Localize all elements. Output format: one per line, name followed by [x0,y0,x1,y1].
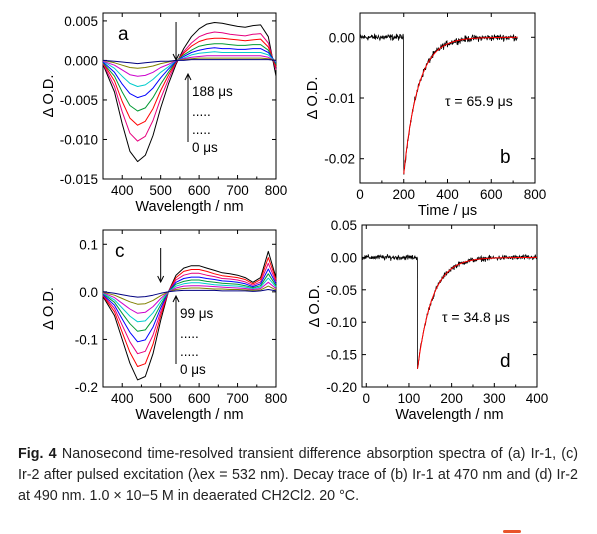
bracket-arrow-head [184,72,192,81]
y-tick-label: 0.00 [331,250,357,265]
time-annotation-text: 0 μs [180,362,206,377]
y-tick-label: 0.005 [64,14,98,29]
series-line [102,47,277,99]
plot-frame [102,12,277,180]
y-tick-label: -0.15 [326,348,357,363]
series-line [102,51,277,87]
series-line [102,31,277,142]
series-line [102,277,277,323]
y-tick-label: -0.20 [326,380,357,395]
series-line [102,43,277,112]
panel-label: c [115,241,125,262]
time-annotation: 188 μs.......... 0 μs [184,72,233,155]
series-line [102,273,277,332]
panel-c: 400 500 600 700 800 0.1 0.0 -0.1 -0.2 Wavelength … [41,229,288,423]
x-tick-label: 600 [480,187,503,202]
panel-d: 0 100 200 300 400 0.05 0.00 -0.05 -0.10 -0.15 -0.2… [307,218,548,423]
x-tick-label: 600 [188,183,211,198]
x-tick-label: 400 [111,391,134,406]
bracket-arrow-head [172,294,180,303]
y-axis-label: Δ O.D. [307,285,323,328]
arrow-head [157,275,165,284]
arrow-head [172,53,180,62]
y-tick-label: 0.00 [329,30,355,45]
x-axis-label: Wavelength / nm [395,407,503,423]
fit-line [417,256,537,369]
time-annotation-text: ..... [180,326,199,341]
series-line [102,55,277,77]
y-tick-label: -0.01 [324,91,355,106]
x-tick-label: 600 [188,391,211,406]
panel-b: 0 200 400 600 800 0.00 -0.01 -0.02 Time / μs Δ O.… [305,12,547,219]
caption-text: Nanosecond time-resolved transient diffe… [18,446,578,504]
time-annotation: 99 μs.......... 0 μs [172,294,214,377]
time-annotation-text: 188 μs [192,84,233,99]
tau-annotation: τ = 65.9 μs [445,93,513,109]
figure-caption: Fig. 4 Nanosecond time-resolved transien… [18,444,578,507]
x-axis-label: Time / μs [418,203,477,219]
x-tick-label: 500 [149,391,172,406]
series-line [102,59,277,65]
y-tick-label: -0.05 [326,283,357,298]
series-line [102,257,277,367]
y-axis-label: Δ O.D. [305,77,321,120]
x-tick-label: 800 [265,183,288,198]
y-tick-label: 0.05 [331,218,357,233]
panel-label: a [118,24,129,45]
time-annotation-text: ..... [192,122,211,137]
time-annotation-text: ..... [180,344,199,359]
x-tick-label: 400 [526,391,549,406]
panel-label: b [500,147,511,168]
x-tick-label: 800 [265,391,288,406]
panel-label: d [500,351,511,372]
series-line [102,268,277,343]
x-tick-label: 700 [226,183,249,198]
x-tick-label: 400 [436,187,459,202]
x-tick-label: 100 [398,391,421,406]
y-tick-label: 0.1 [79,237,98,252]
x-tick-label: 700 [226,391,249,406]
x-axis-label: Wavelength / nm [135,199,243,215]
plot-frame [102,229,277,388]
tau-annotation: τ = 34.8 μs [442,309,510,325]
y-tick-label: -0.015 [60,172,98,187]
time-annotation-text: 99 μs [180,306,214,321]
y-tick-label: -0.005 [60,93,98,108]
fit-line [403,36,518,174]
x-tick-label: 200 [440,391,463,406]
panel-a: 400 500 600 700 800 0.005 0.000 -0.005 -0.010 -0.… [41,12,288,215]
x-tick-label: 400 [111,183,134,198]
series-line [102,281,277,314]
x-tick-label: 500 [149,183,172,198]
y-axis-label: Δ O.D. [41,287,57,330]
y-tick-label: -0.02 [324,152,355,167]
x-tick-label: 0 [356,187,364,202]
accent-mark [503,530,521,533]
x-tick-label: 200 [392,187,415,202]
figure-4: 400 500 600 700 8000.0050.000-0.005-0.010-0.… [41,12,548,423]
series-line [102,57,277,69]
y-tick-label: -0.1 [75,332,98,347]
time-annotation-text: 0 μs [192,140,218,155]
x-axis-label: Wavelength / nm [135,407,243,423]
x-tick-label: 0 [363,391,371,406]
y-tick-label: -0.010 [60,132,98,147]
y-tick-label: -0.2 [75,380,98,395]
series-line [102,285,277,305]
x-tick-label: 300 [483,391,506,406]
time-annotation-text: ..... [192,104,211,119]
y-tick-label: 0.0 [79,285,98,300]
series-line [102,289,277,298]
series-line [102,250,277,381]
x-tick-label: 800 [524,187,547,202]
caption-figure-label: Fig. 4 [18,446,57,462]
series-line [102,262,277,355]
series-line [102,37,277,126]
y-tick-label: -0.10 [326,315,357,330]
y-tick-label: 0.000 [64,53,98,68]
series-line [102,22,277,163]
y-axis-label: Δ O.D. [41,75,57,118]
plot-frame [361,224,538,388]
